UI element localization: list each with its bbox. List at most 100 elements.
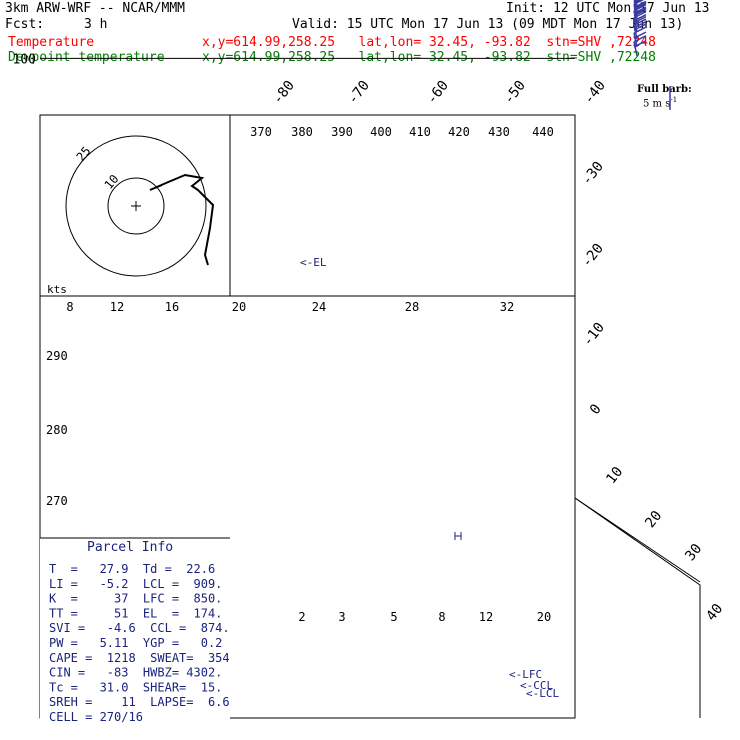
dry-adiabat [0,0,740,58]
mid-level-marker [454,532,462,540]
dewpoint-line [0,0,740,58]
isotherm-line [4,0,59,58]
wind-barb-flag [633,1,647,9]
hodograph-ring-25 [65,135,207,277]
parcel-info-row: PW = 5.11 YGP = 0.2 [49,636,222,650]
parcel-info-title: Parcel Info [87,540,173,555]
isotherm-label: -40 [581,78,609,108]
dry-adiabat [0,0,740,58]
dewpoint-legend: Dewpoint temperature [8,50,165,65]
level-annotations: <-EL <-LFC<-CCL<-LCL [300,256,559,700]
wind-barb-flag [633,31,647,39]
valid-time: Valid: 15 UTC Mon 17 Jun 13 (09 MDT Mon … [292,17,684,32]
dry-adiabat [0,0,740,58]
isotherm-label: -20 [579,241,607,271]
pressure-label: 100 [13,52,36,67]
theta-label: 380 [291,125,313,139]
mixing-ratio-label: 2 [298,610,305,624]
theta-label-side: 280 [46,423,68,437]
wind-barb-flag [633,23,647,31]
temperature-location: x,y=614.99,258.25 lat,lon= 32.45, -93.82… [202,35,656,50]
theta-label: 410 [409,125,431,139]
dry-adiabat [0,0,740,58]
hodograph-axis-label: 28 [405,300,419,314]
parcel-info-row: SVI = -4.6 CCL = 874. [49,621,230,635]
mixing-ratio-label: 8 [438,610,445,624]
parcel-info-row: Tc = 31.0 SHEAR= 15. [49,680,222,694]
dry-adiabat [0,0,740,58]
hodograph-units: kts [47,283,67,296]
forecast-hour: 3 h [84,17,108,32]
wind-barb-flag [633,15,647,24]
dry-adiabat [0,0,560,58]
theta-label: 390 [331,125,353,139]
hodograph-axis-label: 16 [165,300,179,314]
dry-adiabat [0,0,740,58]
hodograph-trace [149,173,215,266]
isotherm-label: 30 [682,541,705,564]
wind-barb-flag [633,4,647,12]
isotherm-line [511,0,740,58]
parcel-info-row: TT = 51 EL = 174. [49,606,222,620]
dry-adiabat [0,0,740,58]
dry-adiabat [0,0,740,58]
isotherm-line [360,0,535,58]
pressure-grid [39,57,701,719]
temperature-legend: Temperature [8,35,95,50]
hodograph-ring-10 [107,177,165,235]
theta-label: 370 [250,125,272,139]
wind-barb-flag [633,9,647,17]
mixing-ratio-label: 20 [537,610,551,624]
dry-adiabat [0,0,740,58]
isotherm-label: -80 [270,78,298,108]
dry-adiabat [0,0,740,58]
plot-frame [39,114,576,719]
isotherm-line [662,0,740,58]
diagram-boundary-aux [575,540,700,585]
level-annotation: <-CCL [520,679,553,692]
isotherms [0,0,740,58]
dry-adiabat [0,0,740,58]
mixing-ratio-label: 12 [479,610,493,624]
wind-barb [633,41,638,56]
isotherm-label: 20 [642,508,665,531]
dry-adiabat [0,0,740,58]
isotherm-label: -10 [580,320,608,350]
dry-adiabat [0,0,740,58]
hodograph-axis-label: 32 [500,300,514,314]
wind-barbs [633,0,671,110]
wind-barb-flag [633,7,647,15]
wind-barb-flag [633,18,647,26]
wind-barb [634,0,638,7]
forecast-label: Fcst: [5,17,45,32]
level-annotation: <-LFC [509,668,542,681]
wind-barb-flag [633,35,647,43]
dry-adiabat [0,0,740,58]
isotherm-label: 40 [703,601,726,624]
parcel-info-row: SREH = 11 LAPSE= 6.6 [49,695,230,709]
parcel-info-row: T = 27.9 Td = 22.6 [49,562,215,576]
theta-label: 420 [448,125,470,139]
parcel-info-row: LI = -5.2 LCL = 909. [49,577,222,591]
dry-adiabat [0,0,740,58]
dry-adiabats [0,0,740,58]
parcel-info-row: CELL = 270/16 [49,710,143,724]
theta-label: 430 [488,125,510,139]
theta-label: 400 [370,125,392,139]
parcel-info-row: CAPE = 1218 SWEAT= 354 [49,651,230,665]
dry-adiabat [0,0,288,58]
mixing-ratio-label: 5 [390,610,397,624]
isotherm-label: -60 [424,78,452,108]
mixing-ratio-label: 3 [338,610,345,624]
wind-barb-flag [633,26,647,34]
theta-label-side: 290 [46,349,68,363]
diagram-right-edge [574,497,701,718]
isotherm-label: 0 [587,401,605,417]
wind-barb-flag [633,2,647,10]
parcel-info-box: Parcel Info T = 27.9 Td = 22.6LI = -5.2 L… [40,537,230,724]
full-barb-value: 5 m s-1 [643,96,678,110]
dry-adiabat [0,0,740,58]
wind-barb-flag [633,0,645,5]
model-title: 3km ARW-WRF -- NCAR/MMM [5,1,186,16]
